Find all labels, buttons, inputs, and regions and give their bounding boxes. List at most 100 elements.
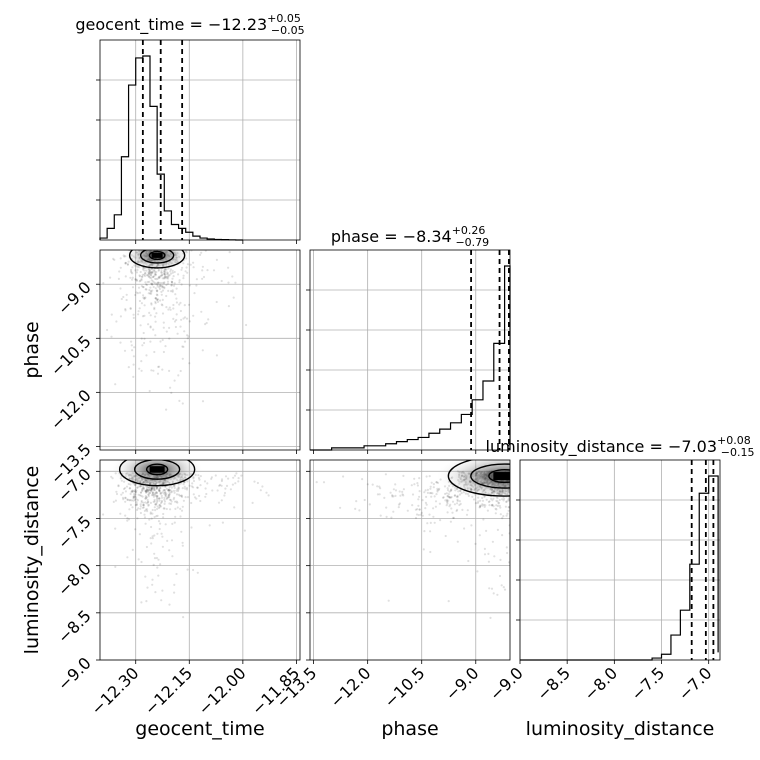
scatter-point: [145, 490, 148, 493]
scatter-point: [195, 284, 198, 287]
scatter-point: [178, 399, 181, 402]
scatter-point: [450, 507, 453, 510]
scatter-point: [192, 493, 195, 496]
scatter-point: [156, 298, 159, 301]
scatter-point: [169, 502, 173, 505]
scatter-point: [210, 477, 213, 480]
scatter-point: [376, 485, 379, 488]
scatter-point: [146, 498, 149, 502]
scatter-point: [175, 297, 178, 300]
scatter-point: [153, 552, 156, 555]
scatter-point: [161, 535, 164, 538]
scatter-point: [192, 261, 195, 264]
scatter-point: [161, 312, 165, 315]
panel-title-phase: phase = −8.34+0.26 −0.79: [331, 224, 489, 249]
scatter-point: [435, 481, 438, 484]
scatter-point: [172, 303, 175, 307]
scatter-point: [206, 269, 209, 272]
scatter-point: [169, 308, 172, 311]
scatter-point: [485, 498, 488, 501]
scatter-point: [126, 517, 129, 520]
scatter-point: [163, 287, 166, 290]
scatter-point: [449, 520, 452, 523]
scatter-point: [141, 344, 144, 347]
scatter-point: [397, 503, 401, 506]
scatter-point: [159, 285, 162, 288]
scatter-point: [444, 534, 447, 538]
scatter-point: [139, 491, 142, 494]
scatter-point: [487, 500, 490, 504]
scatter-point: [139, 275, 142, 278]
scatter-point: [233, 474, 237, 477]
scatter-point: [190, 526, 193, 529]
scatter-point: [167, 489, 170, 492]
scatter-point: [416, 482, 419, 485]
scatter-point: [146, 273, 149, 277]
scatter-point: [151, 492, 154, 495]
scatter-point: [476, 570, 479, 573]
scatter-point: [149, 511, 152, 514]
scatter-point: [172, 307, 175, 310]
scatter-point: [175, 318, 178, 322]
scatter-point: [153, 498, 156, 501]
scatter-point: [234, 281, 237, 284]
scatter-point: [178, 494, 181, 497]
scatter-point: [117, 484, 120, 487]
scatter-point: [159, 340, 162, 343]
scatter-point: [124, 262, 127, 265]
scatter-point: [201, 269, 204, 272]
scatter-point: [201, 349, 204, 352]
scatter-point: [450, 495, 453, 499]
scatter-point: [160, 269, 163, 272]
scatter-point: [488, 587, 491, 590]
scatter-point: [132, 490, 135, 493]
scatter-point: [174, 515, 177, 518]
scatter-point: [156, 281, 159, 284]
scatter-point: [143, 509, 146, 512]
scatter-point: [124, 514, 127, 517]
scatter-point: [138, 307, 141, 310]
scatter-point: [125, 293, 128, 296]
scatter-point: [169, 272, 173, 275]
scatter-point: [436, 489, 439, 492]
scatter-point: [170, 280, 173, 283]
scatter-point: [394, 483, 397, 486]
scatter-point: [196, 486, 199, 489]
scatter-point: [160, 532, 163, 535]
scatter-point: [168, 306, 171, 309]
scatter-point: [147, 493, 150, 496]
scatter-point: [144, 296, 147, 299]
scatter-point: [410, 484, 413, 487]
scatter-point: [173, 496, 176, 499]
scatter-point: [146, 488, 149, 492]
scatter-point: [212, 269, 216, 272]
scatter-point: [163, 271, 166, 274]
scatter-point: [187, 335, 190, 338]
scatter-point: [150, 542, 153, 545]
scatter-point: [152, 328, 155, 331]
scatter-point: [154, 492, 157, 495]
scatter-point: [126, 498, 129, 501]
y-tick-label: −8.5: [54, 606, 95, 647]
scatter-point: [150, 489, 153, 492]
scatter-point: [158, 499, 161, 502]
scatter-point: [180, 283, 183, 286]
x-axis-label-geocent_time: geocent_time: [135, 718, 264, 740]
scatter-point: [157, 365, 160, 368]
scatter-point: [423, 491, 426, 494]
scatter-point: [315, 481, 318, 484]
scatter-point: [429, 521, 432, 525]
scatter-point: [115, 492, 119, 496]
scatter-point: [394, 489, 398, 492]
scatter-point: [135, 491, 138, 494]
scatter-point: [155, 492, 158, 495]
scatter-point: [144, 575, 147, 578]
scatter-point: [181, 487, 184, 490]
scatter-point: [358, 509, 361, 512]
scatter-point: [153, 306, 156, 309]
scatter-point: [150, 489, 153, 492]
scatter-point: [169, 290, 173, 293]
scatter-point: [156, 300, 160, 303]
scatter-point: [228, 251, 231, 254]
scatter-point: [136, 499, 139, 502]
